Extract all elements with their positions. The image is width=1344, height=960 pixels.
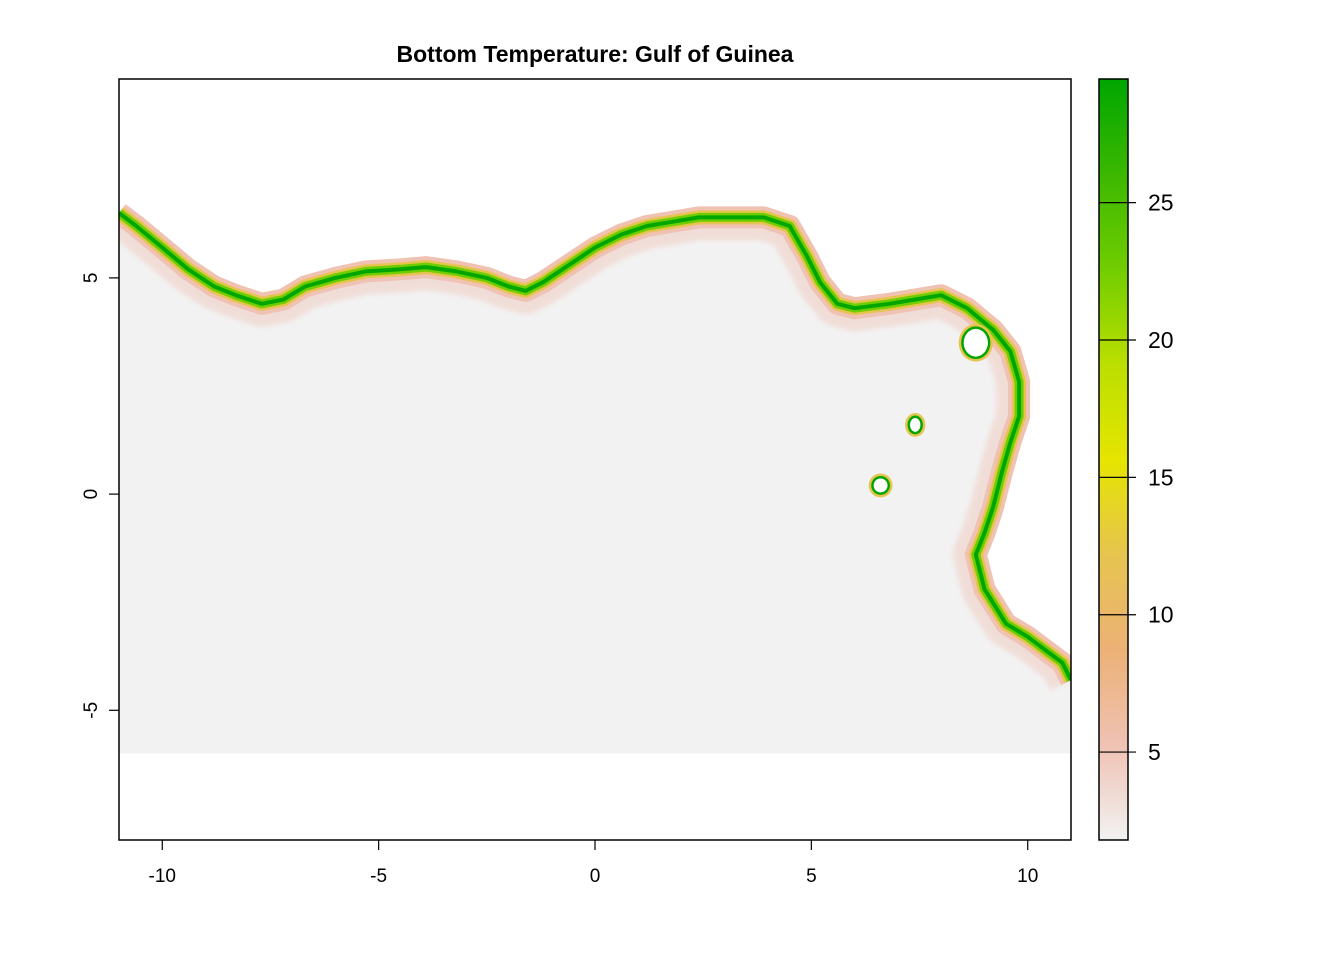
legend-frame (1098, 78, 1129, 841)
legend-tick-label: 10 (1148, 602, 1174, 628)
x-tick-label: -10 (149, 866, 176, 887)
island (910, 417, 921, 432)
y-axis: 5 0 -5 (81, 273, 119, 719)
legend-tick-label: 25 (1148, 190, 1174, 216)
legend-colorbar (1099, 79, 1128, 840)
color-legend: 5 10 15 20 25 (1098, 78, 1174, 841)
x-tick-label: 5 (806, 866, 817, 887)
y-tick-label: 5 (81, 273, 102, 284)
x-tick-label: 10 (1017, 866, 1038, 887)
land-area (119, 79, 1071, 680)
legend-tick-label: 5 (1148, 739, 1161, 765)
y-tick-label: -5 (81, 702, 102, 719)
no-data-area (119, 753, 1071, 840)
x-tick-label: -5 (370, 866, 387, 887)
legend-tick-label: 15 (1148, 464, 1174, 490)
island (873, 478, 888, 493)
y-tick-label: 0 (81, 489, 102, 500)
coastal-band-hot (119, 211, 1071, 681)
x-tick-label: 0 (590, 866, 601, 887)
x-axis: -10 -5 0 5 10 (149, 840, 1038, 887)
temperature-raster (119, 79, 1071, 840)
legend-tick-label: 20 (1148, 327, 1174, 353)
map-title: Bottom Temperature: Gulf of Guinea (397, 41, 794, 67)
islands (868, 323, 993, 498)
island (963, 328, 988, 357)
